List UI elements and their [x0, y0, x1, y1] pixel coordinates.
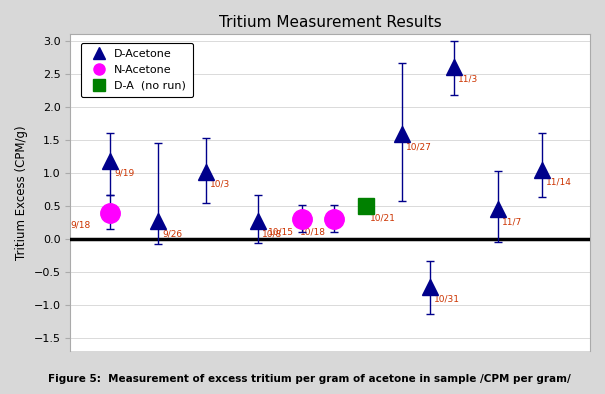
Text: 10/21: 10/21 — [370, 214, 396, 223]
Text: 9/26: 9/26 — [162, 229, 182, 238]
Text: 9/19: 9/19 — [114, 169, 134, 178]
Text: 10/15: 10/15 — [268, 227, 294, 236]
Text: 10/3: 10/3 — [210, 179, 231, 188]
Text: 10/31: 10/31 — [434, 295, 460, 303]
Text: 10/27: 10/27 — [406, 142, 432, 151]
Title: Tritium Measurement Results: Tritium Measurement Results — [219, 15, 442, 30]
Text: 11/14: 11/14 — [546, 177, 572, 186]
Text: 10/18: 10/18 — [300, 227, 326, 236]
Text: 11/3: 11/3 — [458, 75, 479, 84]
Y-axis label: Tritium Excess (CPM/g): Tritium Excess (CPM/g) — [15, 125, 28, 260]
Text: Figure 5:  Measurement of excess tritium per gram of acetone in sample /CPM per : Figure 5: Measurement of excess tritium … — [48, 374, 571, 384]
Legend: D-Acetone, N-Acetone, D-A  (no run): D-Acetone, N-Acetone, D-A (no run) — [81, 43, 193, 97]
Text: 10/8: 10/8 — [262, 229, 283, 238]
Text: 9/18: 9/18 — [70, 221, 91, 229]
Text: 11/7: 11/7 — [502, 217, 522, 226]
